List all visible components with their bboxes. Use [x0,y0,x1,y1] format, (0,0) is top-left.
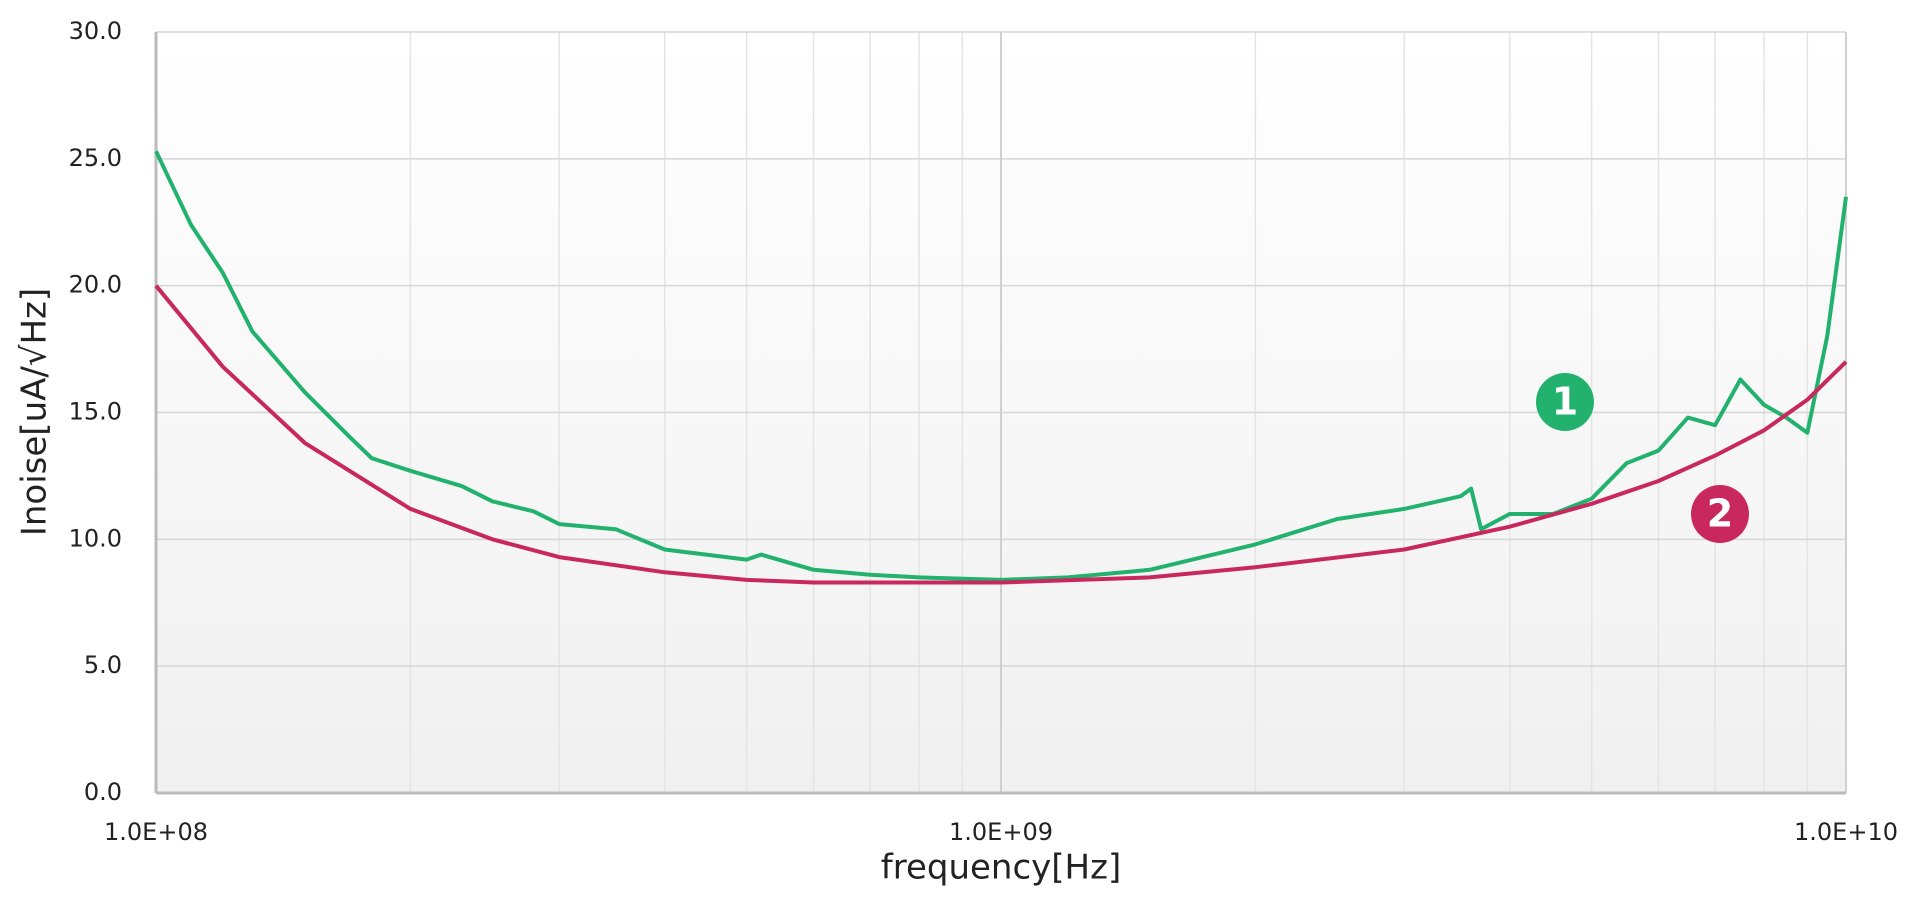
y-axis-title: Inoise[uA/√Hz] [15,288,55,536]
y-tick-label: 30.0 [69,17,122,45]
y-tick-label: 20.0 [69,271,122,299]
y-tick-label: 25.0 [69,144,122,172]
series-badge-label: 2 [1707,492,1733,536]
y-tick-label: 0.0 [84,778,122,806]
series-badge [1691,485,1749,543]
series-badge-label: 1 [1552,380,1578,424]
x-tick-label: 1.0E+08 [104,818,208,846]
y-tick-label: 15.0 [69,398,122,426]
y-tick-label: 10.0 [69,524,122,552]
y-tick-label: 5.0 [84,651,122,679]
series-line [154,150,1848,582]
series-badge [1536,373,1594,431]
x-axis-title: frequency[Hz] [881,848,1121,888]
series-line [154,284,1848,585]
x-tick-label: 1.0E+10 [1794,818,1898,846]
marks: 12 [154,150,1848,585]
x-tick-label: 1.0E+09 [949,818,1053,846]
